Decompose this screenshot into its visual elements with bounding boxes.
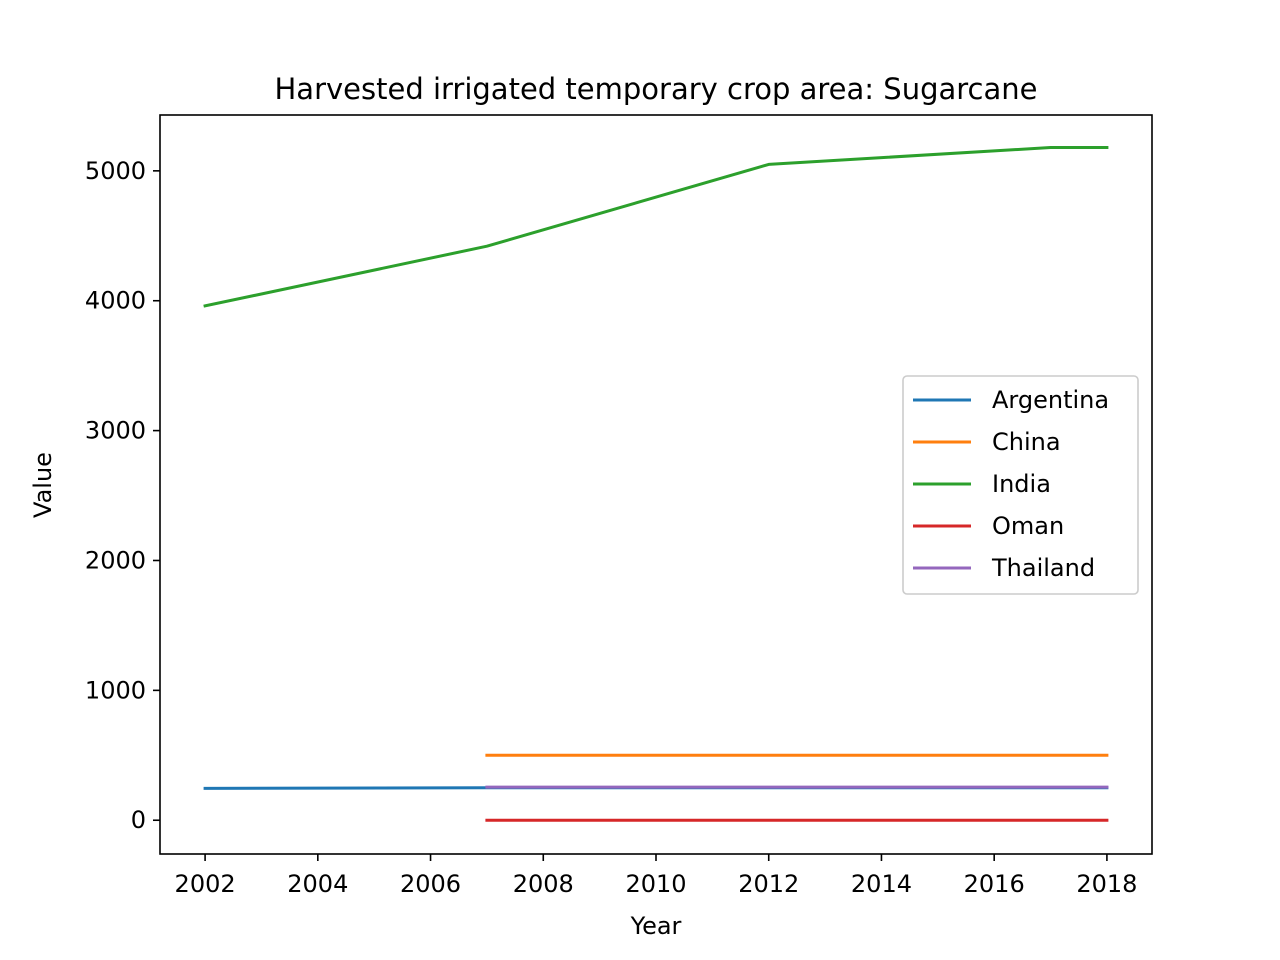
- y-tick-label: 0: [131, 806, 146, 834]
- x-axis: 2002 2004 2006 2008 2010 2012 2014 2016 2018: [175, 854, 1137, 898]
- y-tick-label: 5000: [85, 157, 146, 185]
- x-tick-label: 2010: [625, 870, 686, 898]
- series-layer: [203, 146, 1109, 822]
- x-tick-label: 2006: [400, 870, 461, 898]
- legend-label-india: India: [992, 470, 1051, 498]
- x-axis-title: Year: [630, 912, 682, 940]
- x-tick-label: 2012: [738, 870, 799, 898]
- legend-label-oman: Oman: [992, 512, 1064, 540]
- x-tick-label: 2014: [851, 870, 912, 898]
- x-tick-label: 2016: [964, 870, 1025, 898]
- x-tick-label: 2008: [513, 870, 574, 898]
- legend: Argentina China India Oman Thailand: [902, 375, 1139, 595]
- y-tick-label: 2000: [85, 546, 146, 574]
- legend-label-china: China: [992, 428, 1061, 456]
- legend-label-argentina: Argentina: [992, 386, 1109, 414]
- y-tick-label: 3000: [85, 417, 146, 445]
- y-tick-label: 4000: [85, 287, 146, 315]
- plot-area: [159, 114, 1153, 855]
- x-tick-label: 2004: [287, 870, 348, 898]
- series-line-india: [203, 146, 1109, 308]
- y-axis: 0 1000 2000 3000 4000 5000: [85, 157, 160, 834]
- legend-label-thailand: Thailand: [991, 554, 1095, 582]
- x-tick-label: 2018: [1076, 870, 1137, 898]
- legend-frame: [902, 375, 1139, 595]
- chart-title: Harvested irrigated temporary crop area:…: [275, 72, 1038, 106]
- y-tick-label: 1000: [85, 676, 146, 704]
- y-axis-title: Value: [29, 452, 57, 518]
- x-tick-label: 2002: [175, 870, 236, 898]
